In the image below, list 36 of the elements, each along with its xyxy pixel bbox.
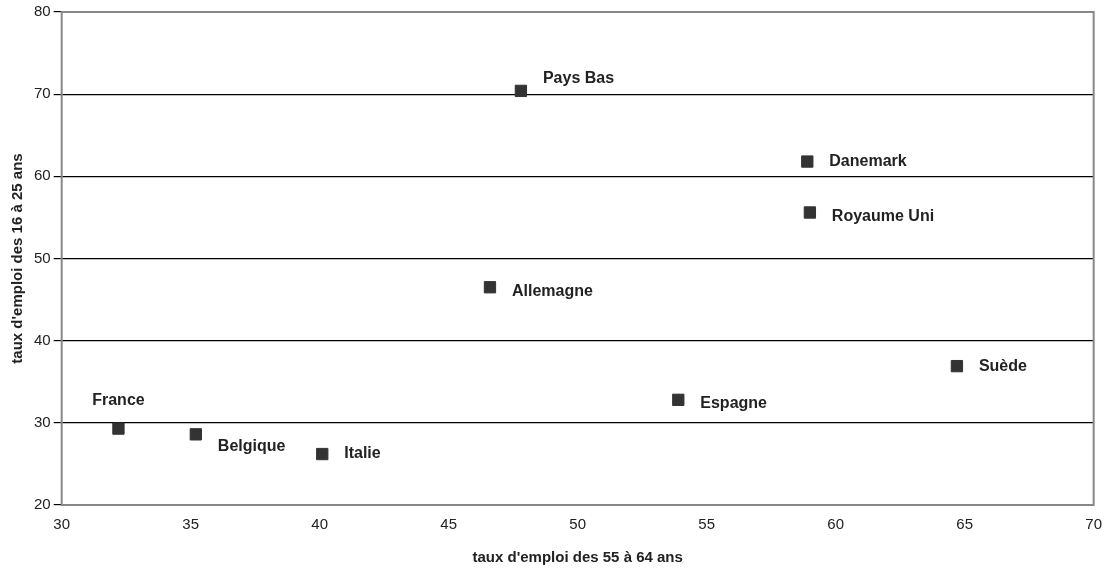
annotation: Italie (344, 444, 381, 462)
annotation: Royaume Uni (831, 206, 935, 224)
y-tick-label: 40 (34, 330, 51, 348)
point (514, 84, 528, 98)
annotation: Belgique (217, 436, 286, 454)
x-tick-label: 65 (956, 515, 973, 533)
point (803, 206, 817, 219)
annotation: Suède (978, 356, 1028, 374)
x-tick-label: 70 (1085, 515, 1102, 533)
y-tick-label: 50 (34, 248, 51, 266)
y-tick-label: 30 (34, 412, 51, 430)
annotation: Danemark (829, 151, 907, 169)
x-tick-label: 40 (311, 515, 329, 533)
x-axis-title: taux d'emploi des 55 à 64 ans (472, 548, 683, 566)
x-tick-label: 45 (440, 515, 458, 533)
y-tick-label: 20 (34, 495, 51, 513)
annotation: Pays Bas (542, 69, 615, 87)
x-tick-label: 35 (182, 515, 200, 533)
point (672, 393, 685, 406)
y-tick-label: 70 (34, 84, 51, 102)
point (316, 447, 329, 461)
point (189, 428, 202, 441)
x-tick-label: 30 (53, 515, 71, 533)
point (483, 281, 497, 294)
annotation: France (92, 390, 145, 408)
y-tick-label: 80 (34, 2, 51, 20)
point (112, 422, 125, 435)
point (950, 359, 964, 373)
y-axis-title: taux d'emploi des 16 à 25 ans (8, 153, 26, 364)
x-tick-label: 60 (827, 515, 845, 533)
y-tick-label: 60 (34, 166, 51, 184)
point (801, 155, 814, 168)
x-tick-label: 50 (569, 515, 587, 533)
annotation: Allemagne (511, 281, 593, 299)
annotation: Espagne (700, 394, 768, 412)
x-tick-label: 55 (698, 515, 716, 533)
